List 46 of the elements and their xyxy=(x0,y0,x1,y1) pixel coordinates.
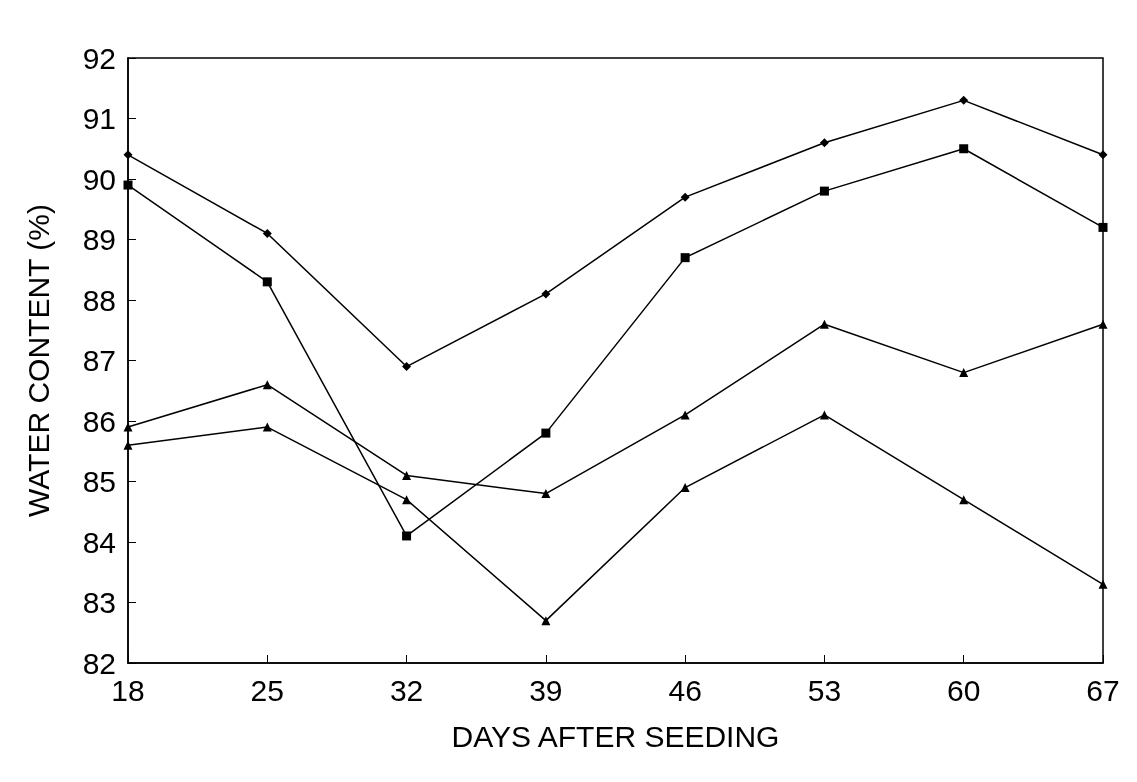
point xyxy=(123,440,133,450)
y-tick-label: 89 xyxy=(82,223,116,256)
y-tick-label: 92 xyxy=(82,41,116,75)
point xyxy=(402,470,412,480)
y-axis-title: WATER CONTENT (%) xyxy=(21,204,55,517)
y-tick-label: 87 xyxy=(82,344,116,377)
point xyxy=(262,422,272,432)
x-tick-label: 53 xyxy=(807,673,842,707)
x-tick-label: 25 xyxy=(250,673,284,707)
point xyxy=(402,362,412,372)
point xyxy=(1098,579,1108,589)
x-axis-title: DAYS AFTER SEEDING xyxy=(451,719,780,753)
point xyxy=(680,483,690,493)
point xyxy=(541,616,551,626)
point xyxy=(1098,319,1108,329)
y-tick-label: 83 xyxy=(82,586,116,619)
point xyxy=(680,253,690,263)
x-tick-label: 60 xyxy=(947,673,981,707)
y-tick-label: 90 xyxy=(82,162,116,196)
point xyxy=(402,531,412,541)
point xyxy=(1098,150,1108,160)
point xyxy=(819,319,829,329)
x-tick-label: 67 xyxy=(1086,673,1120,707)
point xyxy=(123,180,133,190)
point xyxy=(262,228,272,238)
y-tick-label: 91 xyxy=(82,102,116,135)
point xyxy=(959,144,969,154)
y-tick-label: 88 xyxy=(82,283,116,317)
point xyxy=(541,489,551,499)
point xyxy=(123,150,133,160)
point xyxy=(402,495,412,505)
point xyxy=(680,192,690,202)
point xyxy=(819,186,829,196)
x-tick-label: 32 xyxy=(389,673,424,707)
point xyxy=(123,422,133,432)
x-tick-label: 39 xyxy=(529,673,563,707)
y-tick-label: 85 xyxy=(82,465,116,498)
point xyxy=(959,95,969,105)
point xyxy=(541,289,551,299)
x-tick-label: 46 xyxy=(668,673,702,707)
y-tick-label: 86 xyxy=(82,404,116,438)
point xyxy=(1098,222,1108,232)
point xyxy=(819,138,829,148)
point xyxy=(541,428,551,438)
y-tick-label: 84 xyxy=(82,525,116,559)
point xyxy=(262,277,272,287)
